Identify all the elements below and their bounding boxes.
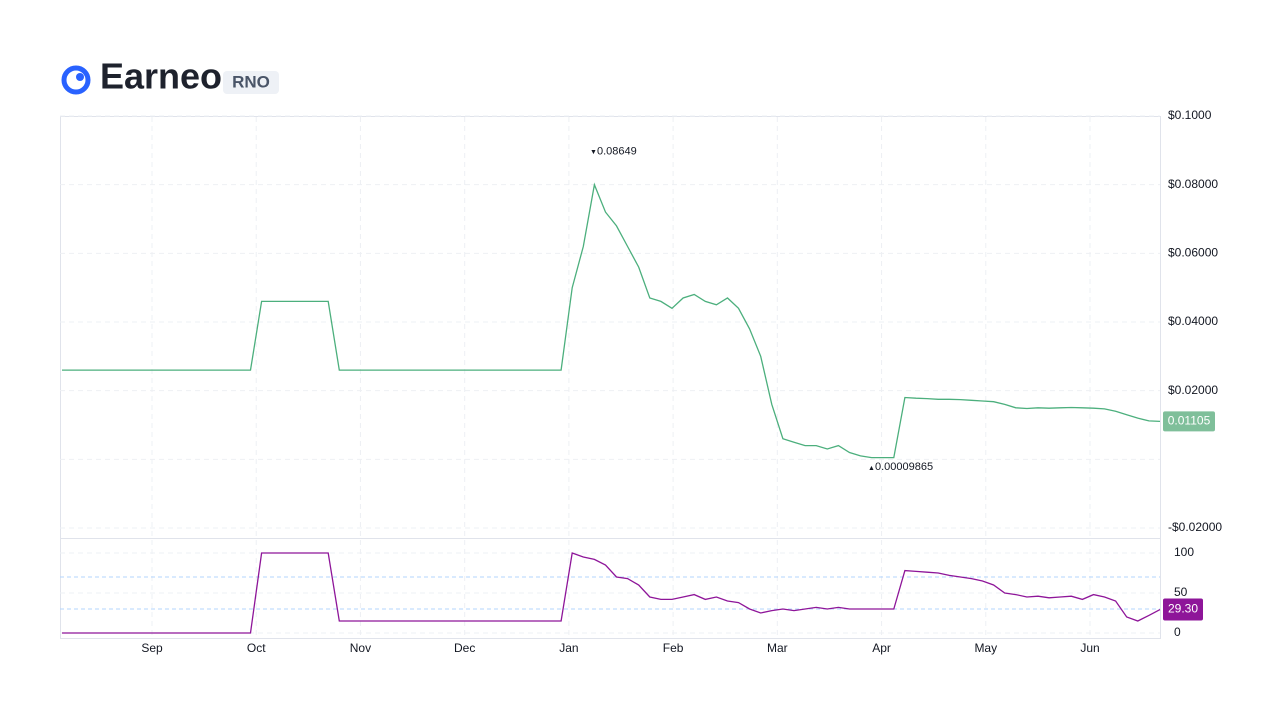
x-tick-label: Nov	[350, 641, 371, 655]
y-tick-label: $0.02000	[1168, 383, 1218, 397]
x-tick-label: Oct	[247, 641, 266, 655]
rsi-badge-label: 29.30	[1168, 602, 1198, 616]
y-tick-label: 0	[1174, 625, 1181, 639]
rsi-badge	[1163, 598, 1203, 621]
last-price-label: 0.01105	[1168, 414, 1211, 428]
y-tick-label: $0.04000	[1168, 314, 1218, 328]
x-tick-label: Apr	[872, 641, 891, 655]
x-tick-label: Mar	[767, 641, 788, 655]
high-label: 0.08649	[597, 145, 637, 157]
high-arrow: ▼	[590, 149, 597, 156]
x-tick-label: Feb	[663, 641, 684, 655]
logo	[61, 65, 91, 95]
y-tick-label: $0.06000	[1168, 246, 1218, 260]
y-tick-label: 100	[1174, 545, 1194, 559]
ticker-badge	[223, 71, 279, 94]
x-tick-label: Sep	[141, 641, 163, 655]
title: Earneo	[100, 56, 222, 97]
low-arrow: ▲	[868, 465, 875, 472]
x-tick-label: Dec	[454, 641, 475, 655]
last-price-badge	[1163, 411, 1215, 432]
y-tick-label: 50	[1174, 585, 1188, 599]
ticker: RNO	[232, 72, 270, 91]
x-tick-label: Jan	[559, 641, 578, 655]
series-line	[62, 182, 1161, 459]
x-tick-label: May	[974, 641, 997, 655]
logo-dot	[76, 73, 84, 81]
low-label: 0.00009865	[875, 461, 933, 473]
series-line	[62, 552, 1161, 634]
plot-frame	[60, 116, 1161, 639]
y-tick-label: -$0.02000	[1168, 520, 1222, 534]
x-tick-label: Jun	[1080, 641, 1099, 655]
y-tick-label: $0.08000	[1168, 177, 1218, 191]
y-tick-label: $0.1000	[1168, 108, 1212, 122]
